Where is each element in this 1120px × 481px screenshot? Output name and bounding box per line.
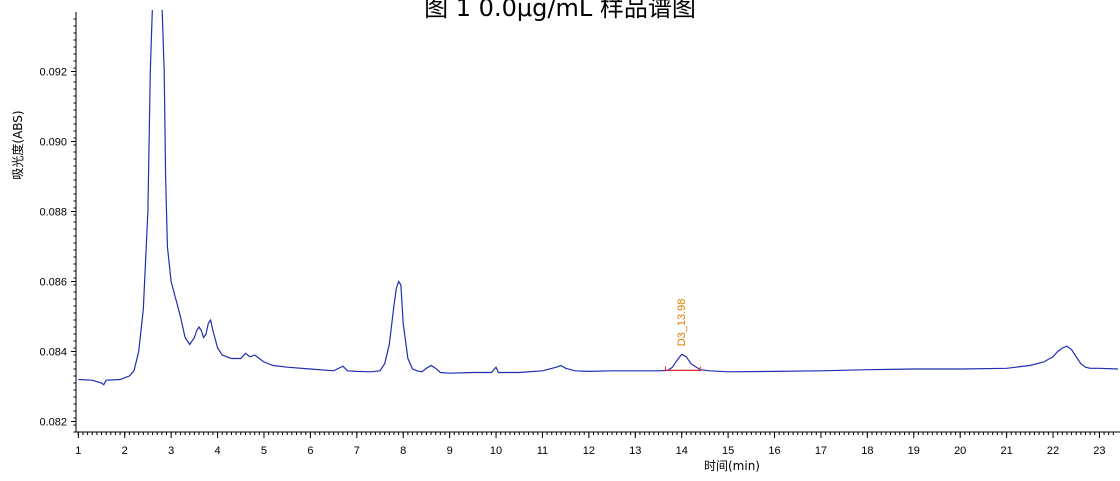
x-tick-label: 8 <box>400 445 406 457</box>
y-axis-ticks: 0.082 0.084 0.086 0.088 0.090 0.092 <box>39 18 76 433</box>
x-tick-label: 13 <box>629 445 641 457</box>
x-tick-label: 20 <box>954 445 966 457</box>
x-tick-label: 17 <box>815 445 827 457</box>
x-tick-label: 12 <box>583 445 595 457</box>
y-axis-label: 吸光度(ABS) <box>10 110 25 179</box>
x-tick-label: 4 <box>215 445 221 457</box>
y-tick-label: 0.090 <box>39 137 67 149</box>
x-axis-label: 时间(min) <box>704 459 760 473</box>
x-tick-label: 16 <box>768 445 780 457</box>
series-line <box>78 10 1119 386</box>
y-tick-label: 0.082 <box>39 417 67 429</box>
x-tick-label: 3 <box>168 445 174 457</box>
x-tick-label: 1 <box>75 445 81 457</box>
x-tick-label: 6 <box>307 445 313 457</box>
x-tick-label: 22 <box>1047 445 1059 457</box>
chart-title: 图 1 0.0μg/mL 样品谱图 <box>424 0 696 22</box>
x-tick-label: 19 <box>908 445 920 457</box>
x-tick-label: 11 <box>537 445 548 457</box>
x-tick-label: 10 <box>490 445 502 457</box>
x-tick-label: 9 <box>447 445 453 457</box>
x-tick-label: 2 <box>122 445 128 457</box>
plot-layer <box>78 10 1119 386</box>
y-tick-label: 0.088 <box>39 207 67 219</box>
peak-label: D3_13.98 <box>676 299 688 347</box>
x-tick-label: 5 <box>261 445 267 457</box>
plot-area <box>78 10 1119 386</box>
x-tick-label: 23 <box>1093 445 1105 457</box>
y-tick-label: 0.092 <box>39 67 67 79</box>
y-tick-label: 0.084 <box>39 347 67 359</box>
x-tick-label: 15 <box>722 445 734 457</box>
x-tick-label: 14 <box>676 445 688 457</box>
x-tick-label: 7 <box>354 445 360 457</box>
x-axis-ticks: 1 2 3 4 5 6 7 8 9 10 11 12 13 14 15 16 17 18 19 20 21 22 23 <box>75 432 1114 457</box>
x-tick-label: 18 <box>861 445 873 457</box>
x-tick-label: 21 <box>1000 445 1012 457</box>
y-tick-label: 0.086 <box>39 277 67 289</box>
